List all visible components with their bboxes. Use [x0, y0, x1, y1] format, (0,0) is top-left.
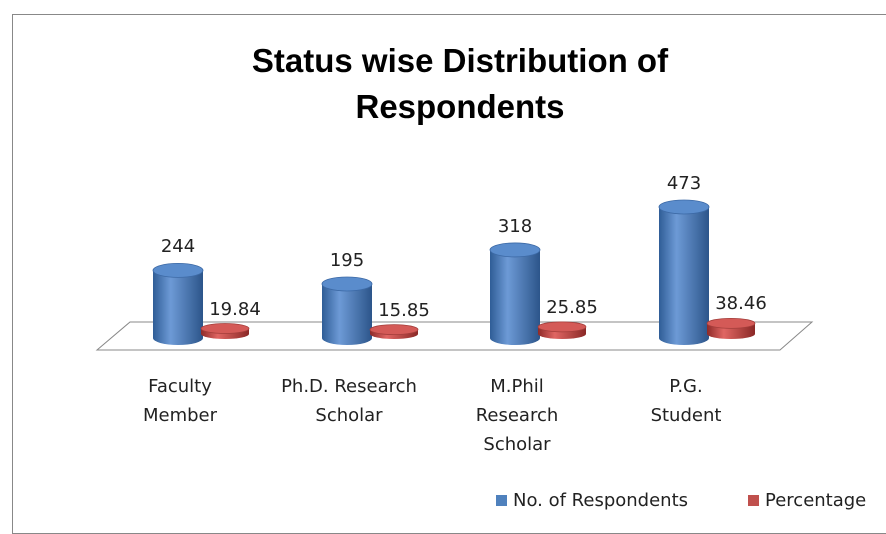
data-label: 195	[329, 249, 365, 271]
legend-swatch	[748, 495, 759, 506]
bar	[152, 263, 204, 345]
x-tick-label: M.Phil Research Scholar	[475, 376, 559, 455]
bar	[489, 242, 541, 345]
data-label: 38.46	[715, 293, 767, 315]
plot	[95, 199, 814, 351]
legend-swatch	[496, 495, 507, 506]
data-label: 19.84	[209, 298, 261, 320]
legend-item: Percentage	[748, 490, 866, 511]
data-label: 473	[666, 172, 702, 194]
bar	[200, 323, 250, 339]
legend-label: No. of Respondents	[513, 490, 689, 511]
data-label: 244	[160, 236, 196, 258]
x-tick-label: Faculty Member	[142, 376, 218, 426]
x-tick-label: Ph.D. Research Scholar	[281, 376, 417, 426]
chart-title: Status wise Distribution of Respondents	[251, 42, 669, 125]
data-label: 25.85	[546, 296, 598, 318]
floor	[95, 321, 814, 351]
x-tick-label: P.G. Student	[650, 376, 722, 426]
bar	[706, 317, 756, 339]
data-label: 318	[497, 215, 533, 237]
chart: Status wise Distribution of Respondents …	[12, 14, 886, 534]
legend-item: No. of Respondents	[496, 490, 688, 511]
legend-label: Percentage	[765, 490, 867, 511]
bar	[321, 276, 373, 345]
data-label: 15.85	[378, 299, 430, 321]
bar	[658, 199, 710, 345]
bar	[537, 321, 587, 339]
bar	[369, 324, 419, 339]
